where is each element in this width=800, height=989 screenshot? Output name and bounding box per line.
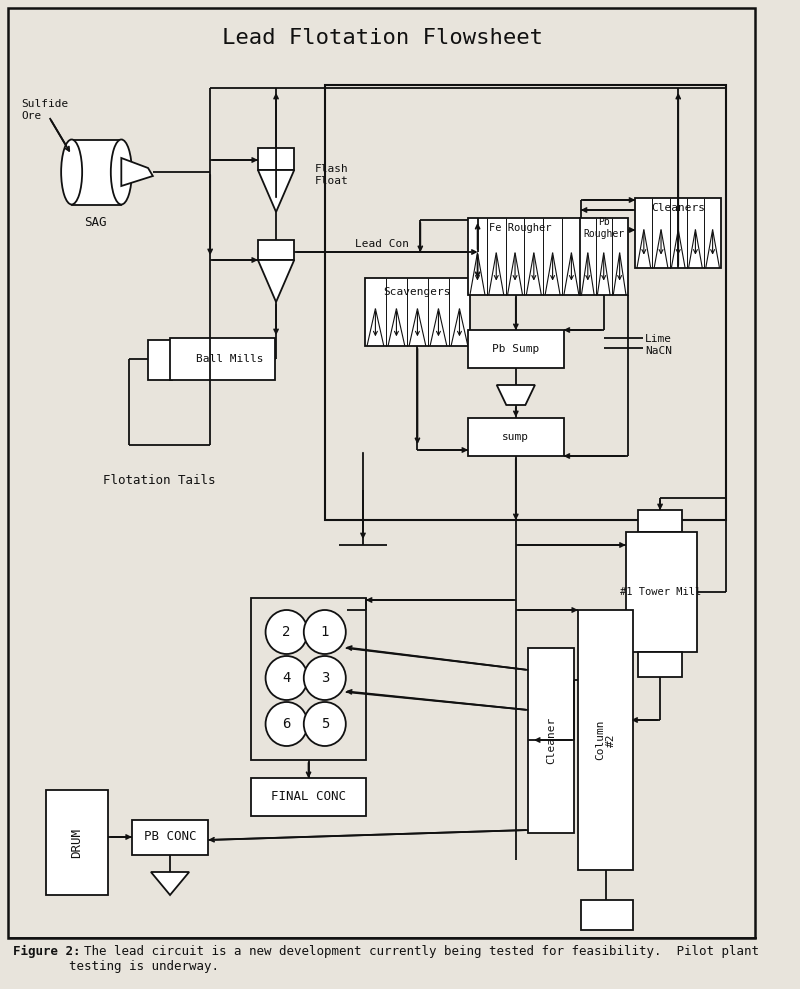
Bar — [468, 418, 563, 456]
Text: Flotation Tails: Flotation Tails — [103, 474, 216, 487]
Bar — [258, 240, 294, 260]
Bar — [251, 598, 366, 760]
Bar — [72, 140, 122, 205]
Bar — [251, 778, 366, 816]
Text: DRUM: DRUM — [70, 828, 83, 858]
Bar — [170, 338, 275, 380]
Bar — [626, 532, 698, 652]
Ellipse shape — [111, 139, 132, 205]
Text: Cleaner: Cleaner — [546, 716, 556, 764]
Bar — [468, 218, 581, 295]
Bar — [635, 198, 722, 268]
Bar — [325, 85, 726, 520]
Text: Pb Sump: Pb Sump — [492, 344, 539, 354]
Text: Column
#2: Column #2 — [595, 720, 617, 761]
Circle shape — [304, 610, 346, 654]
Bar — [580, 218, 627, 295]
Bar — [46, 790, 108, 895]
Text: 1: 1 — [321, 625, 329, 639]
Polygon shape — [258, 170, 294, 212]
Text: The lead circuit is a new development currently being tested for feasibility.  P: The lead circuit is a new development cu… — [69, 945, 758, 973]
Text: 2: 2 — [282, 625, 290, 639]
Bar — [365, 278, 470, 346]
Circle shape — [266, 702, 307, 746]
Bar — [581, 900, 634, 930]
Polygon shape — [122, 158, 153, 186]
Text: Scavengers: Scavengers — [384, 287, 451, 297]
Text: Lead Con: Lead Con — [355, 239, 409, 249]
Bar — [528, 648, 574, 833]
Polygon shape — [151, 872, 189, 895]
Text: 4: 4 — [282, 671, 290, 685]
Circle shape — [304, 702, 346, 746]
Ellipse shape — [61, 139, 82, 205]
Bar — [578, 610, 634, 870]
Text: Lead Flotation Flowsheet: Lead Flotation Flowsheet — [222, 28, 542, 48]
Text: 6: 6 — [282, 717, 290, 731]
Text: Pb
Rougher: Pb Rougher — [583, 218, 624, 238]
Bar — [638, 652, 682, 677]
Text: FINAL CONC: FINAL CONC — [271, 790, 346, 803]
Text: PB CONC: PB CONC — [144, 831, 196, 844]
Polygon shape — [497, 385, 535, 405]
Text: sump: sump — [502, 432, 530, 442]
Text: Lime
NaCN: Lime NaCN — [645, 334, 672, 356]
Text: #1 Tower Mill: #1 Tower Mill — [621, 587, 702, 597]
Text: SAG: SAG — [84, 216, 106, 228]
Text: Cleaners: Cleaners — [651, 203, 706, 213]
Bar — [132, 820, 208, 855]
Text: Ball Mills: Ball Mills — [195, 354, 263, 364]
Text: 3: 3 — [321, 671, 329, 685]
Bar — [638, 510, 682, 532]
Bar — [468, 330, 563, 368]
Text: Sulfide
Ore: Sulfide Ore — [21, 99, 68, 121]
Text: Figure 2:: Figure 2: — [14, 945, 81, 958]
Circle shape — [304, 656, 346, 700]
Bar — [258, 148, 294, 170]
Bar — [148, 340, 172, 380]
Text: Fe Rougher: Fe Rougher — [490, 223, 552, 233]
Text: 5: 5 — [321, 717, 329, 731]
Circle shape — [266, 610, 307, 654]
Circle shape — [266, 656, 307, 700]
Polygon shape — [258, 260, 294, 302]
Text: Flash
Float: Flash Float — [315, 164, 349, 186]
